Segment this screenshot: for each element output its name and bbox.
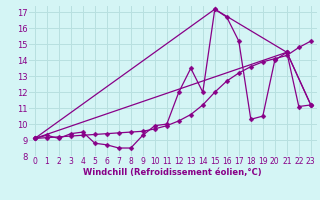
X-axis label: Windchill (Refroidissement éolien,°C): Windchill (Refroidissement éolien,°C): [84, 168, 262, 177]
